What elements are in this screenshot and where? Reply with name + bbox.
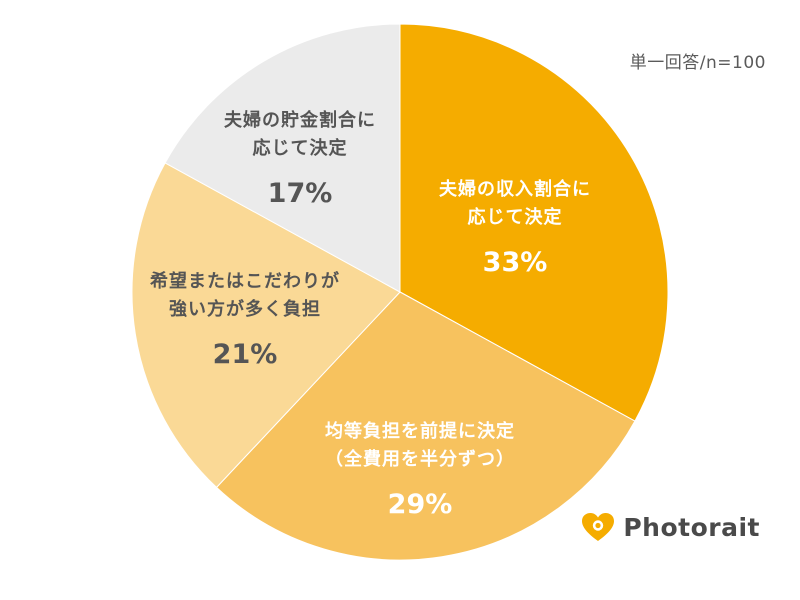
slice-label-equal-split: 均等負担を前提に決定 （全費用を半分ずつ） 29% [295, 418, 545, 526]
slice-name-income-ratio: 夫婦の収入割合に 応じて決定 [439, 179, 591, 228]
pie-slice-savings-ratio [164, 23, 401, 293]
slice-value-preference: 21% [212, 338, 278, 370]
slice-name-preference: 希望またはこだわりが 強い方が多く負担 [150, 271, 340, 320]
photorait-logo: Photorait [581, 512, 760, 542]
survey-note: 単一回答/n=100 [629, 53, 766, 73]
logo-wordmark: Photorait [623, 512, 760, 542]
pie-slice-income-ratio [399, 23, 669, 422]
pie-slice-equal-split [215, 291, 636, 561]
slice-label-income-ratio: 夫婦の収入割合に 応じて決定 33% [420, 176, 610, 284]
pie-slice-preference [131, 162, 401, 489]
slice-label-preference: 希望またはこだわりが 強い方が多く負担 21% [130, 268, 360, 376]
slice-value-savings-ratio: 17% [267, 177, 333, 209]
slice-name-equal-split: 均等負担を前提に決定 （全費用を半分ずつ） [325, 421, 515, 470]
slice-value-income-ratio: 33% [482, 246, 548, 278]
slice-value-equal-split: 29% [387, 488, 453, 520]
slice-label-savings-ratio: 夫婦の貯金割合に 応じて決定 17% [205, 107, 395, 215]
heart-camera-icon [582, 513, 615, 541]
slice-name-savings-ratio: 夫婦の貯金割合に 応じて決定 [224, 110, 376, 159]
